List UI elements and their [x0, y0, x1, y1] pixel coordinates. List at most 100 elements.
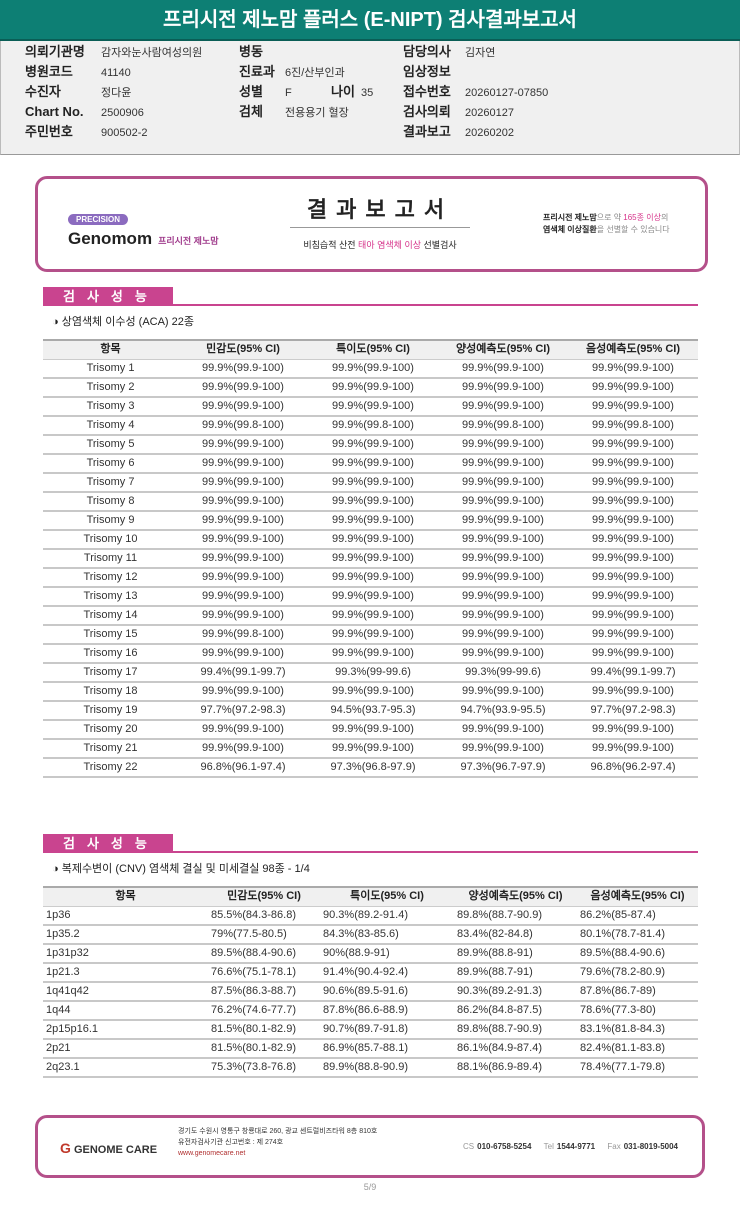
- patient-info-panel: 의뢰기관명 감자와눈사람여성의원 병원코드 41140 수진자 정다윤 Chart No. 2…: [0, 41, 740, 155]
- table-cell: 99.9%(99.9-100): [308, 511, 438, 531]
- table-cell: 99.9%(99.9-100): [438, 682, 568, 702]
- footer: G GENOME CARE 경기도 수원시 영통구 창룡대로 260, 광교 센…: [35, 1115, 705, 1178]
- banner-subtitle: 비침습적 산전 태아 염색체 이상 선별검사: [303, 240, 457, 250]
- table-cell: 79.6%(78.2-80.9): [577, 963, 698, 983]
- table-cell: 99.9%(99.9-100): [178, 606, 308, 626]
- column-header: 특이도(95% CI): [320, 886, 454, 907]
- table-cell: 99.9%(99.8-100): [178, 625, 308, 645]
- table-cell: 97.3%(96.7-97.9): [438, 758, 568, 778]
- table-cell: 83.1%(81.8-84.3): [577, 1020, 698, 1040]
- field-label: 병원코드: [25, 64, 73, 79]
- table-cell: 81.5%(80.1-82.9): [208, 1039, 320, 1059]
- field-value: 20260127: [465, 107, 514, 119]
- table-cell: 89.8%(88.7-90.9): [454, 906, 577, 926]
- table-cell: 99.9%(99.9-100): [178, 568, 308, 588]
- table-cell: 99.9%(99.9-100): [178, 549, 308, 569]
- patient-field: 의뢰기관명 감자와눈사람여성의원: [25, 44, 202, 61]
- table-cell: 99.9%(99.9-100): [308, 397, 438, 417]
- patient-field: 임상정보: [403, 64, 465, 81]
- table-cell: 99.9%(99.9-100): [438, 568, 568, 588]
- table-cell: 99.9%(99.9-100): [308, 530, 438, 550]
- field-label: 의뢰기관명: [25, 44, 85, 59]
- table-row: 1q44 76.2%(74.6-77.7) 87.8%(86.6-88.9) 86.2…: [43, 1001, 698, 1021]
- patient-field: 진료과 6진/산부인과: [239, 64, 345, 81]
- table-cell: 99.9%(99.9-100): [568, 549, 698, 569]
- table-cell: 99.9%(99.9-100): [568, 511, 698, 531]
- table-cell: 99.9%(99.9-100): [438, 530, 568, 550]
- field-label: 임상정보: [403, 64, 451, 79]
- footer-license: 유전자검사기관 신고번호 : 제 274호: [178, 1139, 284, 1146]
- table-cell: 1p31p32: [43, 944, 208, 964]
- table-cell: 99.9%(99.9-100): [308, 473, 438, 493]
- table-cell: Trisomy 14: [43, 606, 178, 626]
- table-cell: 89.5%(88.4-90.6): [577, 944, 698, 964]
- table-cell: Trisomy 15: [43, 625, 178, 645]
- table-row: Trisomy 16 99.9%(99.9-100) 99.9%(99.9-100)…: [43, 644, 698, 664]
- report-banner: PRECISION Genomom 프리시전 제노맘 결과보고서 비침습적 산전 …: [35, 176, 708, 272]
- patient-field: 검사의뢰 20260127: [403, 104, 514, 121]
- table-cell: 84.3%(83-85.6): [320, 925, 454, 945]
- field-label: 진료과: [239, 64, 275, 79]
- table-row: Trisomy 8 99.9%(99.9-100) 99.9%(99.9-100) 9…: [43, 492, 698, 512]
- table-cell: Trisomy 2: [43, 378, 178, 398]
- table-cell: Trisomy 6: [43, 454, 178, 474]
- field-value: 전용용기 혈장: [285, 107, 349, 119]
- table-cell: 97.3%(96.8-97.9): [308, 758, 438, 778]
- table-row: Trisomy 2 99.9%(99.9-100) 99.9%(99.9-100) 9…: [43, 378, 698, 398]
- field-value: 20260202: [465, 127, 514, 139]
- table-cell: 99.9%(99.9-100): [308, 606, 438, 626]
- field-label: 주민번호: [25, 124, 73, 139]
- table-cell: 99.9%(99.9-100): [438, 511, 568, 531]
- column-header: 항목: [43, 886, 208, 907]
- table-cell: Trisomy 21: [43, 739, 178, 759]
- table-row: Trisomy 11 99.9%(99.9-100) 99.9%(99.9-100)…: [43, 549, 698, 569]
- table-cell: 97.7%(97.2-98.3): [568, 701, 698, 721]
- table-cell: 99.9%(99.9-100): [308, 378, 438, 398]
- cnv-performance-table: 항목 민감도(95% CI) 특이도(95% CI) 양성예측도(95% CI) 음성예…: [43, 886, 698, 1078]
- aca-performance-table: 항목 민감도(95% CI) 특이도(95% CI) 양성예측도(95% CI) 음성예…: [43, 339, 698, 778]
- table-cell: 99.9%(99.9-100): [438, 549, 568, 569]
- table-cell: 80.1%(78.7-81.4): [577, 925, 698, 945]
- table-cell: 87.5%(86.3-88.7): [208, 982, 320, 1002]
- banner-tagline: 프리시전 제노맘으로 약 165종 이상의 염색체 이상질환을 선별할 수 있습…: [543, 213, 670, 234]
- table-cell: 1p21.3: [43, 963, 208, 983]
- table-cell: 89.5%(88.4-90.6): [208, 944, 320, 964]
- table-cell: Trisomy 22: [43, 758, 178, 778]
- patient-field: 결과보고 20260202: [403, 124, 514, 141]
- table-row: Trisomy 19 97.7%(97.2-98.3) 94.5%(93.7-95.…: [43, 701, 698, 721]
- table-cell: 99.9%(99.9-100): [178, 378, 308, 398]
- table-cell: 99.9%(99.9-100): [568, 454, 698, 474]
- footer-address: 경기도 수원시 영통구 창룡대로 260, 광교 센트럴비즈타워 8층 810호: [178, 1128, 378, 1135]
- table-cell: 75.3%(73.8-76.8): [208, 1058, 320, 1078]
- table-cell: 99.9%(99.9-100): [178, 682, 308, 702]
- table-cell: 99.9%(99.9-100): [438, 625, 568, 645]
- table-cell: Trisomy 16: [43, 644, 178, 664]
- patient-field: 병원코드 41140: [25, 64, 131, 81]
- table-cell: 89.9%(88.8-90.9): [320, 1058, 454, 1078]
- field-value: 41140: [101, 67, 131, 79]
- table-cell: 90.3%(89.2-91.4): [320, 906, 454, 926]
- table-cell: Trisomy 5: [43, 435, 178, 455]
- table-row: Trisomy 4 99.9%(99.8-100) 99.9%(99.8-100) 9…: [43, 416, 698, 436]
- table-row: 2q23.1 75.3%(73.8-76.8) 89.9%(88.8-90.9) 88…: [43, 1058, 698, 1078]
- table-cell: 99.9%(99.9-100): [568, 435, 698, 455]
- footer-url[interactable]: www.genomecare.net: [178, 1150, 246, 1157]
- field-label: 담당의사: [403, 44, 451, 59]
- table-row: Trisomy 10 99.9%(99.9-100) 99.9%(99.9-100)…: [43, 530, 698, 550]
- table-cell: 99.9%(99.9-100): [178, 454, 308, 474]
- table-row: Trisomy 3 99.9%(99.9-100) 99.9%(99.9-100) 9…: [43, 397, 698, 417]
- table-row: 1p31p32 89.5%(88.4-90.6) 90%(88.9-91) 89.9%…: [43, 944, 698, 964]
- patient-field: 접수번호 20260127-07850: [403, 84, 548, 101]
- table-cell: Trisomy 8: [43, 492, 178, 512]
- table-cell: 2p15p16.1: [43, 1020, 208, 1040]
- section-subtitle-cnv: ◑ 복제수변이 (CNV) 염색체 결실 및 미세결실 98종 - 1/4: [52, 863, 310, 875]
- table-cell: 86.1%(84.9-87.4): [454, 1039, 577, 1059]
- table-cell: Trisomy 13: [43, 587, 178, 607]
- table-cell: 99.9%(99.9-100): [178, 739, 308, 759]
- table-row: Trisomy 12 99.9%(99.9-100) 99.9%(99.9-100)…: [43, 568, 698, 588]
- table-row: 1p36 85.5%(84.3-86.8) 90.3%(89.2-91.4) 89.8…: [43, 906, 698, 926]
- column-header: 민감도(95% CI): [178, 339, 308, 360]
- table-row: 2p15p16.1 81.5%(80.1-82.9) 90.7%(89.7-91.8…: [43, 1020, 698, 1040]
- patient-field: 나이 35: [331, 84, 373, 101]
- field-label: 성별: [239, 84, 263, 99]
